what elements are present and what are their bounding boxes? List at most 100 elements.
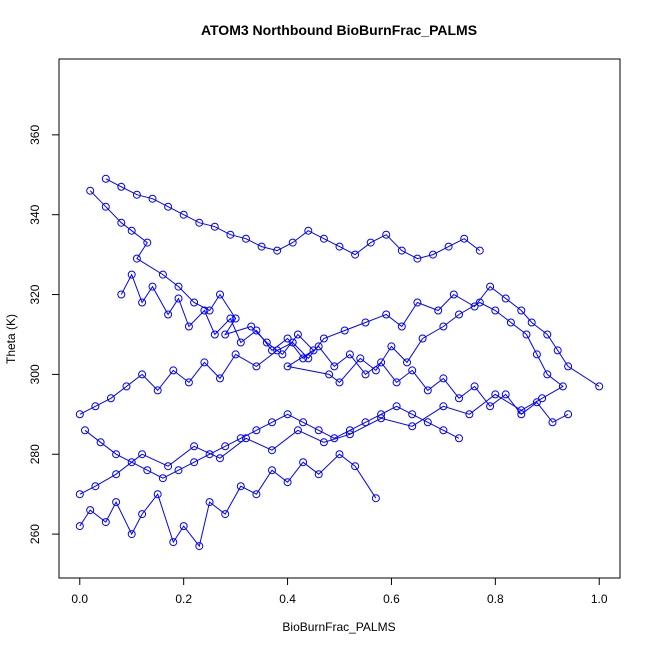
data-point bbox=[434, 306, 443, 315]
data-point bbox=[278, 350, 287, 359]
data-point bbox=[86, 186, 95, 195]
data-point bbox=[221, 510, 230, 519]
data-point bbox=[553, 346, 562, 355]
data-series bbox=[81, 402, 463, 483]
data-point bbox=[314, 342, 323, 351]
data-point bbox=[423, 386, 432, 395]
x-tick-label: 0.4 bbox=[279, 592, 296, 606]
data-point bbox=[283, 362, 292, 371]
data-point bbox=[127, 270, 136, 279]
data-point bbox=[304, 226, 313, 235]
data-point bbox=[226, 230, 235, 239]
data-point bbox=[205, 498, 214, 507]
data-point bbox=[216, 290, 224, 299]
series-line bbox=[84, 405, 460, 479]
data-point bbox=[138, 510, 147, 519]
x-tick-label: 0.2 bbox=[175, 592, 192, 606]
data-point bbox=[81, 426, 89, 435]
data-point bbox=[75, 490, 84, 499]
y-tick-label: 300 bbox=[28, 364, 42, 384]
data-point bbox=[112, 470, 121, 479]
data-point bbox=[148, 282, 157, 291]
data-point bbox=[564, 362, 573, 371]
data-point bbox=[543, 370, 552, 379]
data-point bbox=[195, 542, 204, 551]
data-point bbox=[392, 378, 401, 387]
data-point bbox=[288, 338, 297, 347]
x-tick-label: 0.6 bbox=[383, 592, 400, 606]
data-point bbox=[527, 318, 536, 327]
data-point bbox=[112, 450, 121, 459]
data-point bbox=[184, 378, 193, 387]
data-point bbox=[106, 394, 115, 403]
data-point bbox=[101, 174, 110, 183]
data-point bbox=[148, 194, 157, 203]
data-point bbox=[309, 346, 318, 355]
data-point bbox=[122, 382, 131, 391]
data-point bbox=[314, 470, 323, 479]
data-point bbox=[429, 250, 437, 259]
x-tick-label: 1.0 bbox=[591, 592, 608, 606]
data-point bbox=[538, 394, 547, 403]
data-point bbox=[205, 450, 214, 459]
data-point bbox=[455, 310, 463, 319]
data-point bbox=[293, 330, 302, 339]
data-point bbox=[403, 358, 411, 367]
data-point bbox=[164, 310, 173, 319]
x-tick-label: 0.8 bbox=[487, 592, 504, 606]
data-point bbox=[330, 362, 339, 371]
data-point bbox=[293, 426, 302, 435]
data-point bbox=[153, 490, 162, 499]
data-point bbox=[335, 378, 344, 387]
data-point bbox=[273, 246, 282, 255]
data-point bbox=[236, 338, 245, 347]
data-point bbox=[361, 418, 370, 427]
data-point bbox=[325, 370, 334, 379]
data-point bbox=[257, 242, 266, 251]
data-point bbox=[377, 410, 386, 419]
data-point bbox=[169, 538, 178, 547]
data-point bbox=[216, 374, 224, 383]
data-point bbox=[517, 410, 526, 419]
data-point bbox=[252, 362, 261, 371]
data-point bbox=[127, 226, 136, 235]
data-point bbox=[444, 242, 453, 251]
data-point bbox=[127, 458, 136, 467]
data-point bbox=[205, 306, 214, 315]
plot-frame bbox=[58, 58, 621, 579]
data-point bbox=[366, 238, 375, 247]
data-point bbox=[439, 374, 448, 383]
data-point bbox=[91, 402, 100, 411]
y-axis: 260 280 300 320 340 360 bbox=[28, 125, 59, 544]
data-point bbox=[283, 478, 292, 487]
data-point bbox=[268, 446, 276, 455]
data-point bbox=[387, 342, 396, 351]
data-point bbox=[75, 410, 84, 419]
data-point bbox=[517, 306, 526, 315]
data-point bbox=[506, 318, 515, 327]
data-point bbox=[101, 518, 110, 527]
data-point bbox=[143, 238, 152, 247]
data-point bbox=[268, 346, 276, 355]
data-point bbox=[299, 458, 308, 467]
series-line bbox=[105, 178, 481, 260]
data-point bbox=[299, 418, 308, 427]
data-point bbox=[179, 522, 188, 531]
data-point bbox=[221, 330, 230, 339]
data-point bbox=[138, 370, 147, 379]
data-point bbox=[132, 254, 141, 263]
y-tick-label: 320 bbox=[28, 284, 42, 304]
data-point bbox=[319, 438, 328, 447]
data-point bbox=[377, 358, 386, 367]
data-point bbox=[200, 306, 209, 315]
data-point bbox=[190, 298, 199, 307]
data-point bbox=[351, 462, 360, 471]
data-point bbox=[226, 314, 235, 323]
data-point bbox=[392, 402, 401, 411]
data-point bbox=[242, 234, 250, 243]
data-point bbox=[548, 418, 557, 427]
x-axis-label: BioBurnFrac_PALMS bbox=[282, 620, 395, 634]
data-point bbox=[96, 438, 105, 447]
data-point bbox=[408, 366, 417, 375]
